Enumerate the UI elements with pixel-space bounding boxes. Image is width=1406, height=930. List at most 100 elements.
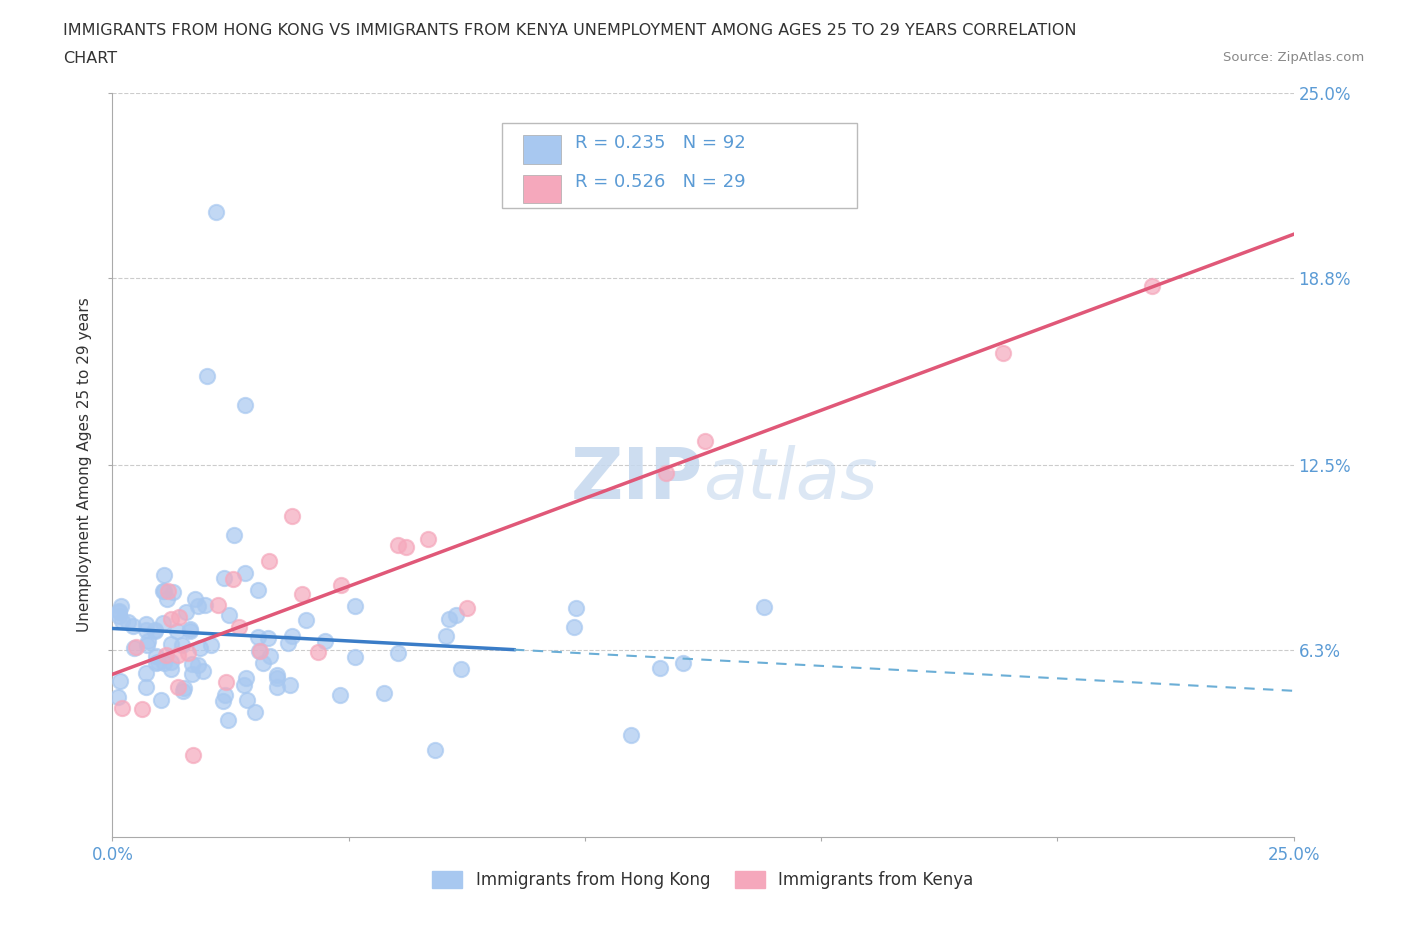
Point <box>176 645 198 660</box>
Point <box>212 570 235 585</box>
Point <box>205 205 228 219</box>
Text: IMMIGRANTS FROM HONG KONG VS IMMIGRANTS FROM KENYA UNEMPLOYMENT AMONG AGES 25 TO: IMMIGRANTS FROM HONG KONG VS IMMIGRANTS … <box>63 23 1077 38</box>
Point <box>160 661 183 676</box>
Point <box>153 584 176 599</box>
Point <box>111 614 134 629</box>
Point <box>307 644 329 659</box>
Point <box>146 655 169 670</box>
Point <box>122 618 145 633</box>
Point <box>108 673 131 688</box>
Point <box>200 637 222 652</box>
Point <box>172 684 194 699</box>
Point <box>110 599 132 614</box>
Text: ZIP: ZIP <box>571 445 703 514</box>
Point <box>246 630 269 644</box>
Point <box>437 611 460 626</box>
Point <box>266 679 288 694</box>
Point <box>564 601 586 616</box>
Y-axis label: Unemployment Among Ages 25 to 29 years: Unemployment Among Ages 25 to 29 years <box>77 298 93 632</box>
Point <box>425 742 447 757</box>
Point <box>344 599 367 614</box>
Point <box>387 645 409 660</box>
Point <box>191 664 214 679</box>
Point <box>233 565 256 580</box>
Point <box>221 571 243 586</box>
Point <box>160 637 183 652</box>
Point <box>214 687 236 702</box>
Point <box>167 648 190 663</box>
Point <box>111 700 134 715</box>
Point <box>562 620 585 635</box>
Point <box>135 665 157 680</box>
Point <box>671 656 693 671</box>
Point <box>235 671 257 685</box>
Point <box>167 610 190 625</box>
Point <box>281 629 304 644</box>
Point <box>155 647 177 662</box>
Point <box>108 604 131 619</box>
Point <box>278 678 301 693</box>
Point <box>228 620 250 635</box>
Point <box>233 398 256 413</box>
Point <box>194 598 217 613</box>
Point <box>160 612 183 627</box>
Point <box>344 649 367 664</box>
Point <box>150 692 173 707</box>
Point <box>188 641 211 656</box>
Point <box>125 640 148 655</box>
Point <box>314 634 336 649</box>
Text: R = 0.235   N = 92: R = 0.235 N = 92 <box>575 134 747 152</box>
Point <box>648 660 671 675</box>
Point <box>136 638 159 653</box>
FancyBboxPatch shape <box>502 123 856 208</box>
Point <box>145 649 167 664</box>
Text: R = 0.526   N = 29: R = 0.526 N = 29 <box>575 173 747 191</box>
Point <box>143 622 166 637</box>
Point <box>173 681 195 696</box>
Point <box>152 584 174 599</box>
Point <box>257 631 280 645</box>
Point <box>249 644 271 658</box>
Point <box>184 591 207 606</box>
Point <box>395 539 418 554</box>
Point <box>434 629 457 644</box>
Point <box>135 623 157 638</box>
Point <box>181 747 204 762</box>
Legend: Immigrants from Hong Kong, Immigrants from Kenya: Immigrants from Hong Kong, Immigrants fr… <box>426 864 980 896</box>
Point <box>170 637 193 652</box>
Point <box>416 531 439 546</box>
Point <box>212 694 235 709</box>
Point <box>654 466 676 481</box>
Point <box>108 608 131 623</box>
Point <box>156 591 179 606</box>
Point <box>167 679 190 694</box>
Point <box>143 623 166 638</box>
Point <box>754 599 776 614</box>
Point <box>117 614 139 629</box>
Point <box>124 641 146 656</box>
Point <box>108 604 131 618</box>
Point <box>187 658 209 672</box>
Point <box>162 585 184 600</box>
Point <box>136 634 159 649</box>
Point <box>179 624 201 639</box>
Bar <box>523 135 561 164</box>
Point <box>456 601 478 616</box>
Point <box>179 621 201 636</box>
Point <box>153 656 176 671</box>
Point <box>281 508 304 523</box>
Point <box>329 687 352 702</box>
Point <box>187 599 209 614</box>
Point <box>181 657 204 671</box>
Point <box>444 607 467 622</box>
Point <box>135 617 157 631</box>
Point <box>232 677 254 692</box>
Point <box>245 705 267 720</box>
Point <box>693 433 716 448</box>
Point <box>153 568 176 583</box>
Point <box>174 604 197 619</box>
Point <box>215 674 238 689</box>
Point <box>373 685 395 700</box>
Point <box>266 671 288 685</box>
Point <box>330 578 353 592</box>
